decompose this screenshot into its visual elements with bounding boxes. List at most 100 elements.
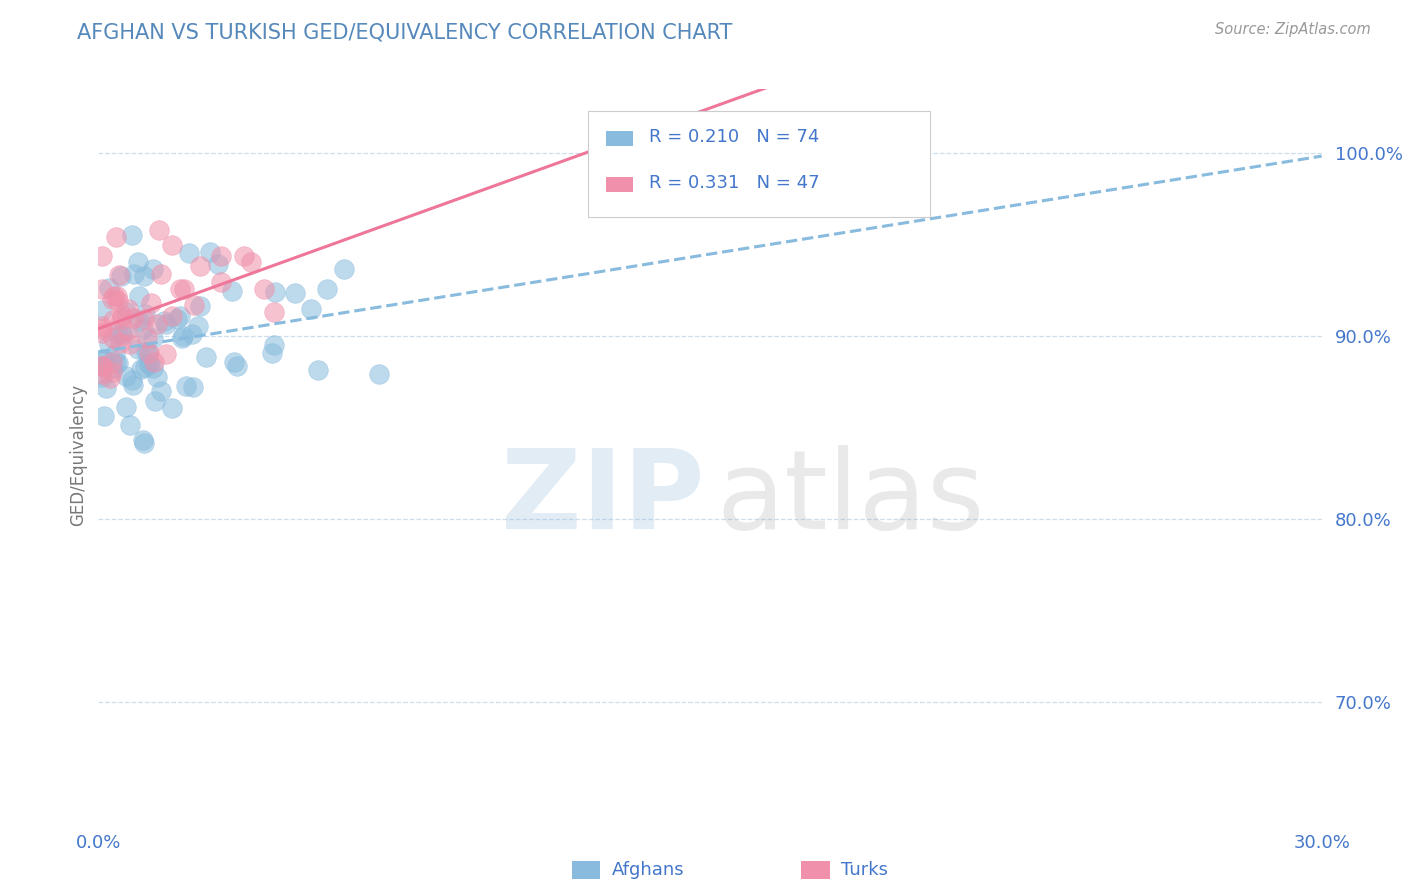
Point bbox=[91, 319, 114, 334]
Point bbox=[93, 353, 115, 368]
FancyBboxPatch shape bbox=[588, 112, 931, 218]
Text: AFGHAN VS TURKISH GED/EQUIVALENCY CORRELATION CHART: AFGHAN VS TURKISH GED/EQUIVALENCY CORREL… bbox=[77, 22, 733, 42]
Point bbox=[132, 435, 155, 450]
Point bbox=[284, 285, 307, 300]
Point bbox=[209, 249, 232, 263]
Point bbox=[91, 249, 114, 263]
Point bbox=[91, 359, 114, 374]
Point bbox=[91, 367, 114, 381]
Point bbox=[173, 282, 195, 296]
Y-axis label: GED/Equivalency: GED/Equivalency bbox=[69, 384, 87, 526]
Point bbox=[209, 275, 232, 289]
Point bbox=[91, 359, 114, 374]
Point bbox=[121, 228, 143, 243]
Point bbox=[94, 381, 117, 395]
Bar bbox=[606, 131, 633, 145]
Point bbox=[146, 370, 169, 384]
Point bbox=[299, 301, 322, 316]
Point bbox=[91, 370, 114, 384]
Point bbox=[121, 378, 143, 392]
Point bbox=[107, 293, 129, 308]
Point bbox=[308, 363, 330, 377]
Text: Source: ZipAtlas.com: Source: ZipAtlas.com bbox=[1215, 22, 1371, 37]
Point bbox=[160, 238, 183, 252]
Point bbox=[122, 267, 145, 281]
Point bbox=[155, 318, 177, 332]
Point bbox=[187, 318, 209, 333]
Point bbox=[100, 292, 122, 306]
Point bbox=[115, 368, 138, 383]
Point bbox=[263, 305, 285, 319]
Point bbox=[138, 345, 160, 359]
Point bbox=[172, 329, 194, 343]
Point bbox=[207, 257, 229, 271]
Point bbox=[111, 309, 134, 323]
Text: R = 0.331   N = 47: R = 0.331 N = 47 bbox=[648, 174, 820, 192]
Point bbox=[333, 262, 356, 277]
Point bbox=[101, 361, 124, 376]
Text: R = 0.210   N = 74: R = 0.210 N = 74 bbox=[648, 128, 820, 145]
Point bbox=[169, 282, 191, 296]
Point bbox=[222, 355, 245, 369]
Point bbox=[91, 321, 114, 335]
Point bbox=[225, 359, 247, 374]
Point bbox=[128, 289, 150, 303]
Point bbox=[142, 360, 165, 375]
Point bbox=[121, 373, 143, 387]
Point bbox=[97, 281, 120, 295]
Point bbox=[149, 384, 172, 398]
Point bbox=[131, 434, 153, 448]
Point bbox=[263, 337, 285, 351]
Point bbox=[120, 417, 142, 432]
Point bbox=[179, 245, 201, 260]
Point bbox=[174, 379, 197, 393]
Point bbox=[91, 302, 114, 317]
Point bbox=[138, 356, 160, 370]
Point bbox=[103, 289, 125, 303]
Point bbox=[128, 314, 150, 328]
Point bbox=[129, 362, 152, 376]
Point bbox=[127, 342, 149, 356]
Point bbox=[162, 401, 184, 415]
Point bbox=[315, 282, 337, 296]
Point bbox=[181, 380, 204, 394]
Point bbox=[143, 394, 166, 409]
Point bbox=[132, 268, 155, 283]
Point bbox=[101, 365, 124, 379]
Point bbox=[97, 336, 120, 351]
Point bbox=[136, 331, 159, 345]
Point bbox=[127, 255, 149, 269]
Point bbox=[114, 305, 136, 319]
Point bbox=[122, 311, 145, 326]
Point bbox=[367, 368, 389, 382]
Point bbox=[160, 309, 183, 323]
Point bbox=[112, 328, 135, 343]
Point bbox=[145, 317, 167, 331]
Point bbox=[104, 347, 127, 361]
Point bbox=[107, 356, 129, 370]
Point bbox=[169, 309, 191, 323]
Point bbox=[150, 267, 173, 281]
Point bbox=[142, 331, 165, 345]
Text: Afghans: Afghans bbox=[612, 861, 685, 879]
Point bbox=[135, 344, 157, 359]
Point bbox=[183, 298, 205, 312]
Point bbox=[108, 268, 131, 282]
Point bbox=[188, 259, 211, 273]
Point bbox=[170, 331, 193, 345]
Point bbox=[100, 371, 122, 385]
Point bbox=[194, 350, 217, 364]
Point bbox=[134, 360, 156, 375]
Point bbox=[263, 285, 285, 299]
Point bbox=[105, 289, 128, 303]
Point bbox=[166, 312, 188, 326]
Point bbox=[114, 400, 136, 414]
Point bbox=[143, 355, 166, 369]
Text: Turks: Turks bbox=[841, 861, 887, 879]
Point bbox=[233, 249, 256, 263]
Point bbox=[134, 312, 156, 326]
Point bbox=[101, 331, 124, 345]
Point bbox=[111, 326, 134, 341]
Point bbox=[117, 324, 139, 338]
Text: atlas: atlas bbox=[716, 445, 984, 552]
